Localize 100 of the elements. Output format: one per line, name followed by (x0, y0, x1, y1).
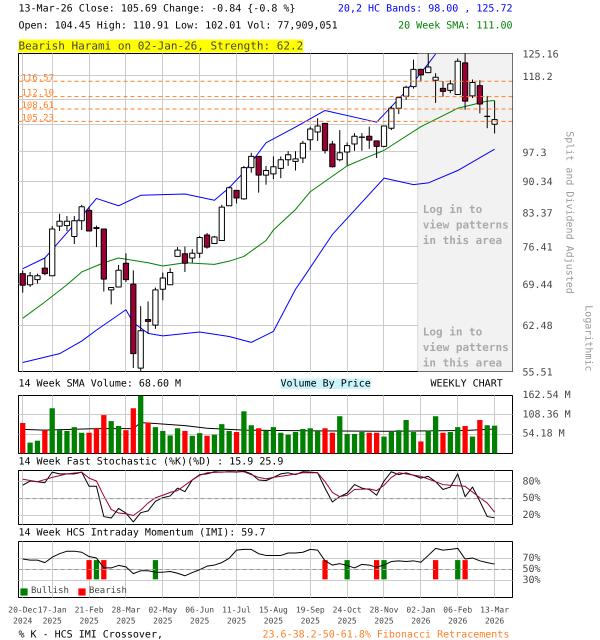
bar (344, 434, 350, 454)
bar (152, 427, 158, 454)
text: 20 Week SMA: 111.00 (398, 20, 512, 32)
bar (455, 427, 460, 454)
bar (94, 428, 100, 454)
ref-line-label: 105.23 (22, 113, 54, 124)
bar (234, 432, 240, 454)
x-tick-label: 28-Nov 2025 (370, 606, 399, 626)
bar (337, 416, 342, 454)
bar (300, 429, 306, 454)
candlestick (344, 142, 350, 166)
bar (374, 432, 380, 454)
x-tick-label: 11-Jul 2025 (222, 606, 252, 626)
bar (462, 426, 468, 454)
y-tick-label: 80% (522, 476, 541, 488)
x-tick-label: 15-Aug 2025 (258, 606, 288, 626)
bar (432, 416, 438, 454)
bar (418, 441, 424, 454)
bar (160, 430, 166, 454)
bar (315, 430, 320, 454)
chart-title: 13-Mar-26 Close: 105.69 Change: -0.84 {-0.8 %} (18, 4, 296, 14)
line-series (22, 548, 496, 576)
y-tick-label: 54.18 M (522, 428, 565, 440)
candlestick (300, 140, 306, 164)
bar (174, 428, 180, 454)
chart-title: 14 Week Fast Stochastic (%K)(%D) : 15.9 25.9 (18, 456, 284, 468)
bar (50, 408, 55, 454)
y-tick-label: 125.16 (522, 50, 559, 60)
bar (403, 420, 409, 454)
x-tick-label: 06-Feb 2026 (443, 606, 472, 626)
text: 23.6-38.2-50-61.8% Fibonacci Retracements (262, 630, 510, 640)
x-tick-label: 19-Sep 2025 (296, 606, 325, 626)
bar (492, 426, 498, 454)
chart-title: 14 Week HCS Intraday Momentum (IMI): 59.7 (18, 528, 266, 538)
text: 20,2 HC Bands: 98.00 , 125.72 (338, 4, 513, 14)
annotation: Log in to view patterns in this area (422, 202, 509, 248)
band-label: Log in to view patterns in this area (422, 326, 509, 370)
x-tick-label: 17-Jan 2025 (38, 606, 67, 626)
bar (138, 396, 144, 454)
y-tick-label: 50% (522, 564, 541, 575)
bar (241, 411, 247, 454)
bar (286, 434, 291, 454)
x-tick-label: 21-Feb 2025 (74, 606, 104, 626)
y-tick-label: 55.51 (522, 368, 553, 378)
bar (484, 425, 490, 454)
text: Volume By Price (280, 378, 371, 390)
bar (322, 428, 328, 454)
text: % K - HCS IMI Crossover, (18, 630, 163, 640)
x-tick-label: 02-Jan 2026 (406, 606, 436, 626)
bar (182, 430, 188, 454)
bar (308, 428, 313, 454)
x-tick-label: 13-Mar 2026 (480, 606, 510, 626)
ref-line-label: 112.10 (22, 88, 54, 99)
x-tick-label: 24-Oct 2025 (332, 606, 362, 626)
bar (197, 433, 202, 454)
bar (64, 430, 70, 454)
bar (352, 434, 358, 454)
legend-label: Bullish (31, 586, 69, 596)
y-tick-label: 30% (522, 575, 541, 586)
y-axis-title: Split and Dividend Adjusted (564, 131, 575, 294)
text: Logarithmic (582, 305, 594, 372)
y-tick-label: 118.2 (522, 72, 553, 83)
y-tick-label: 108.36 M (522, 409, 571, 420)
y-tick-label: 20% (522, 510, 541, 521)
x-tick-label: 02-May 2025 (148, 606, 178, 626)
bar (270, 427, 276, 454)
y-tick-label: 50% (522, 493, 541, 504)
bar (108, 421, 114, 454)
bar (101, 415, 106, 454)
bar (42, 430, 48, 454)
bar (278, 432, 284, 454)
bar (20, 422, 26, 454)
bar (116, 426, 122, 454)
y-tick-label: 69.44 (522, 280, 553, 291)
x-tick-label: 06-Jun 2025 (185, 606, 214, 626)
bar (56, 430, 62, 454)
x-tick-label: 20-Dec 2024 (8, 606, 38, 626)
y-tick-label: 62.48 (522, 321, 553, 332)
bar (168, 435, 173, 454)
bar (226, 430, 232, 454)
bar (190, 436, 195, 454)
bar (130, 408, 136, 454)
bar (440, 432, 446, 454)
bar (248, 425, 254, 454)
bar (359, 432, 365, 454)
y-tick-label: 70% (522, 552, 541, 564)
y-tick-label: 162.54 M (522, 390, 571, 401)
bar (470, 436, 476, 454)
bar (477, 420, 482, 454)
bar (263, 430, 269, 454)
bar (79, 432, 84, 454)
bar (381, 436, 387, 454)
ref-line-label: 116.57 (22, 73, 54, 84)
bar (219, 424, 224, 454)
chart-title: 14 Week SMA Volume: 68.60 M (18, 378, 182, 390)
bar (448, 432, 453, 454)
bar (204, 436, 210, 454)
bar (366, 432, 372, 454)
legend-label: Bearish (88, 586, 127, 596)
bar (292, 432, 298, 454)
